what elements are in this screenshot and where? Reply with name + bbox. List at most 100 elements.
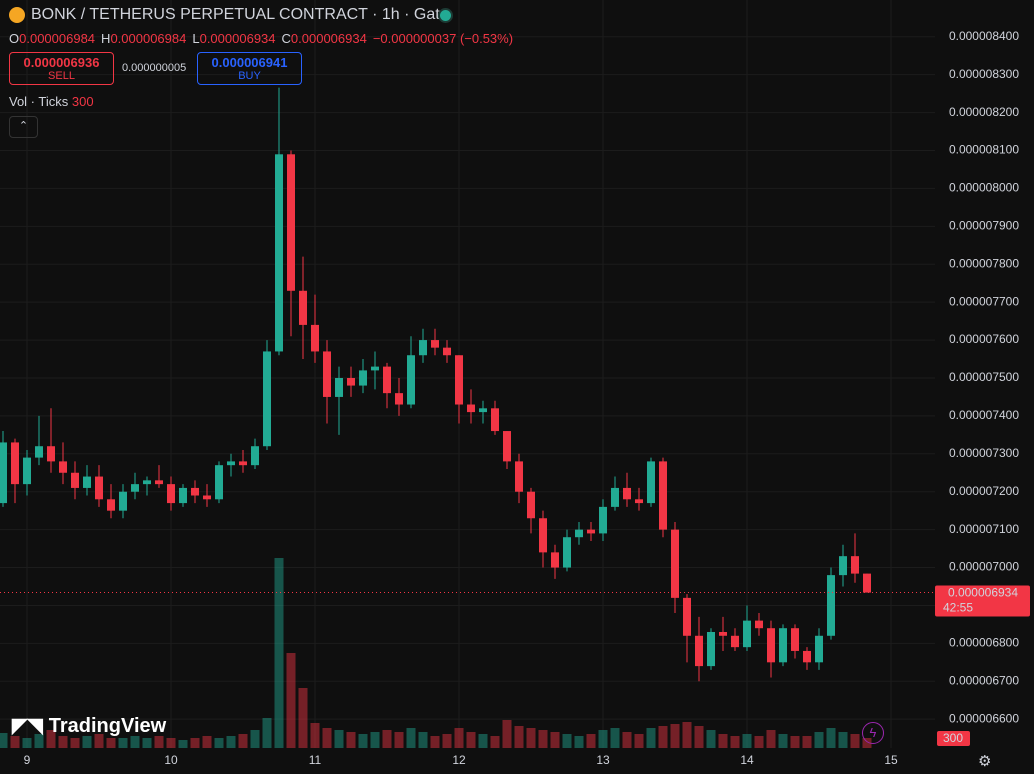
candle-body	[131, 484, 139, 492]
candle-body	[251, 446, 259, 466]
y-tick-label: 0.000008200	[949, 105, 1019, 119]
volume-bar	[0, 733, 8, 748]
candle-body	[851, 556, 859, 574]
candle-body	[551, 552, 559, 568]
candle-body	[779, 628, 787, 663]
candle-body	[419, 340, 427, 356]
volume-bar	[46, 730, 56, 748]
sell-price: 0.000006936	[23, 55, 100, 70]
last-price-label: 0.000006934	[948, 586, 1018, 600]
volume-bar	[286, 653, 296, 748]
ohlc-value: 0.000006934	[290, 31, 367, 46]
candle-body	[179, 487, 187, 504]
buy-price: 0.000006941	[211, 55, 288, 70]
x-tick-label: 15	[884, 753, 898, 767]
candle-body	[659, 461, 667, 530]
candle-body	[287, 154, 295, 291]
volume-bar	[850, 734, 860, 748]
ohlc-key: O	[9, 31, 20, 46]
volume-bar	[202, 736, 212, 748]
candle-body	[299, 290, 307, 325]
ohlc-value: 0.000006934	[199, 31, 276, 46]
candle-body	[263, 351, 271, 447]
y-tick-label: 0.000008400	[949, 29, 1019, 43]
y-tick-label: 0.000007000	[949, 560, 1019, 574]
buy-label: BUY	[238, 70, 261, 82]
y-tick-label: 0.000007300	[949, 446, 1019, 460]
candle-body	[827, 575, 835, 636]
volume-bar	[526, 728, 536, 748]
candle-body	[203, 495, 211, 500]
candle-body	[167, 484, 175, 504]
candle-body	[143, 480, 151, 485]
candle-body	[239, 461, 247, 466]
volume-bar	[742, 734, 752, 748]
x-tick-label: 11	[309, 753, 322, 767]
volume-bar	[778, 734, 788, 748]
candle-body	[671, 529, 679, 598]
brand-logo: ◤◥ TradingView	[12, 715, 167, 737]
y-tick-label: 0.000008100	[949, 143, 1019, 157]
x-tick-label: 9	[24, 753, 31, 767]
indicator-value: 300	[71, 94, 94, 109]
candle-body	[599, 506, 607, 534]
volume-bar	[574, 736, 584, 748]
volume-bar	[130, 736, 140, 748]
candle-body	[11, 442, 19, 485]
candle-body	[695, 635, 703, 667]
volume-bar	[766, 730, 776, 748]
symbol-title[interactable]: BONK / TETHERUS PERPETUAL CONTRACT · 1h …	[31, 6, 449, 23]
candle-body	[503, 431, 511, 462]
candle-body	[35, 446, 43, 458]
candle-body	[83, 476, 91, 488]
y-tick-label: 0.000006800	[949, 636, 1019, 650]
last-price-tag	[935, 585, 1030, 617]
volume-bar	[838, 732, 848, 748]
ohlc-key: C	[281, 31, 291, 46]
volume-bar	[58, 736, 68, 748]
candle-body	[431, 340, 439, 348]
y-tick-label: 0.000007600	[949, 332, 1019, 346]
volume-bar	[706, 730, 716, 748]
candle-body	[479, 408, 487, 413]
candle-body	[47, 446, 55, 462]
candle-body	[23, 457, 31, 485]
y-tick-label: 0.000006600	[949, 711, 1019, 725]
lightning-button[interactable]: ϟ	[862, 722, 884, 744]
candle-body	[803, 650, 811, 663]
volume-bar	[646, 728, 656, 748]
volume-bar	[586, 734, 596, 748]
volume-bar	[298, 688, 308, 748]
volume-bar	[658, 726, 668, 748]
candle-body	[0, 442, 7, 504]
ohlc-value: 0.000006984	[19, 31, 96, 46]
volume-bar	[334, 730, 344, 748]
sell-button[interactable]: 0.000006936 SELL	[9, 52, 114, 85]
collapse-button[interactable]: ⌃	[9, 116, 38, 138]
spread: 0.000000005	[122, 62, 187, 74]
settings-button[interactable]: ⚙	[978, 753, 992, 770]
candle-body	[275, 154, 283, 352]
volume-bar	[118, 738, 128, 748]
candle-body	[491, 408, 499, 432]
candle-body	[215, 465, 223, 500]
volume-bar	[550, 732, 560, 748]
y-tick-label: 0.000007500	[949, 370, 1019, 384]
volume-bar	[394, 732, 404, 748]
volume-bar	[406, 728, 416, 748]
candle-body	[515, 461, 523, 492]
candle-body	[635, 499, 643, 504]
volume-bar	[622, 732, 632, 748]
volume-bar	[190, 738, 200, 748]
y-tick-label: 0.000007900	[949, 219, 1019, 233]
indicator-legend[interactable]: Vol · Ticks 300	[9, 94, 94, 109]
candle-body	[191, 487, 199, 496]
candle-body	[791, 628, 799, 651]
volume-bar	[262, 718, 272, 748]
volume-bar	[70, 738, 80, 748]
buy-button[interactable]: 0.000006941 BUY	[197, 52, 302, 85]
volume-bar	[502, 720, 512, 748]
y-tick-label: 0.000008300	[949, 67, 1019, 81]
candle-body	[719, 631, 727, 636]
